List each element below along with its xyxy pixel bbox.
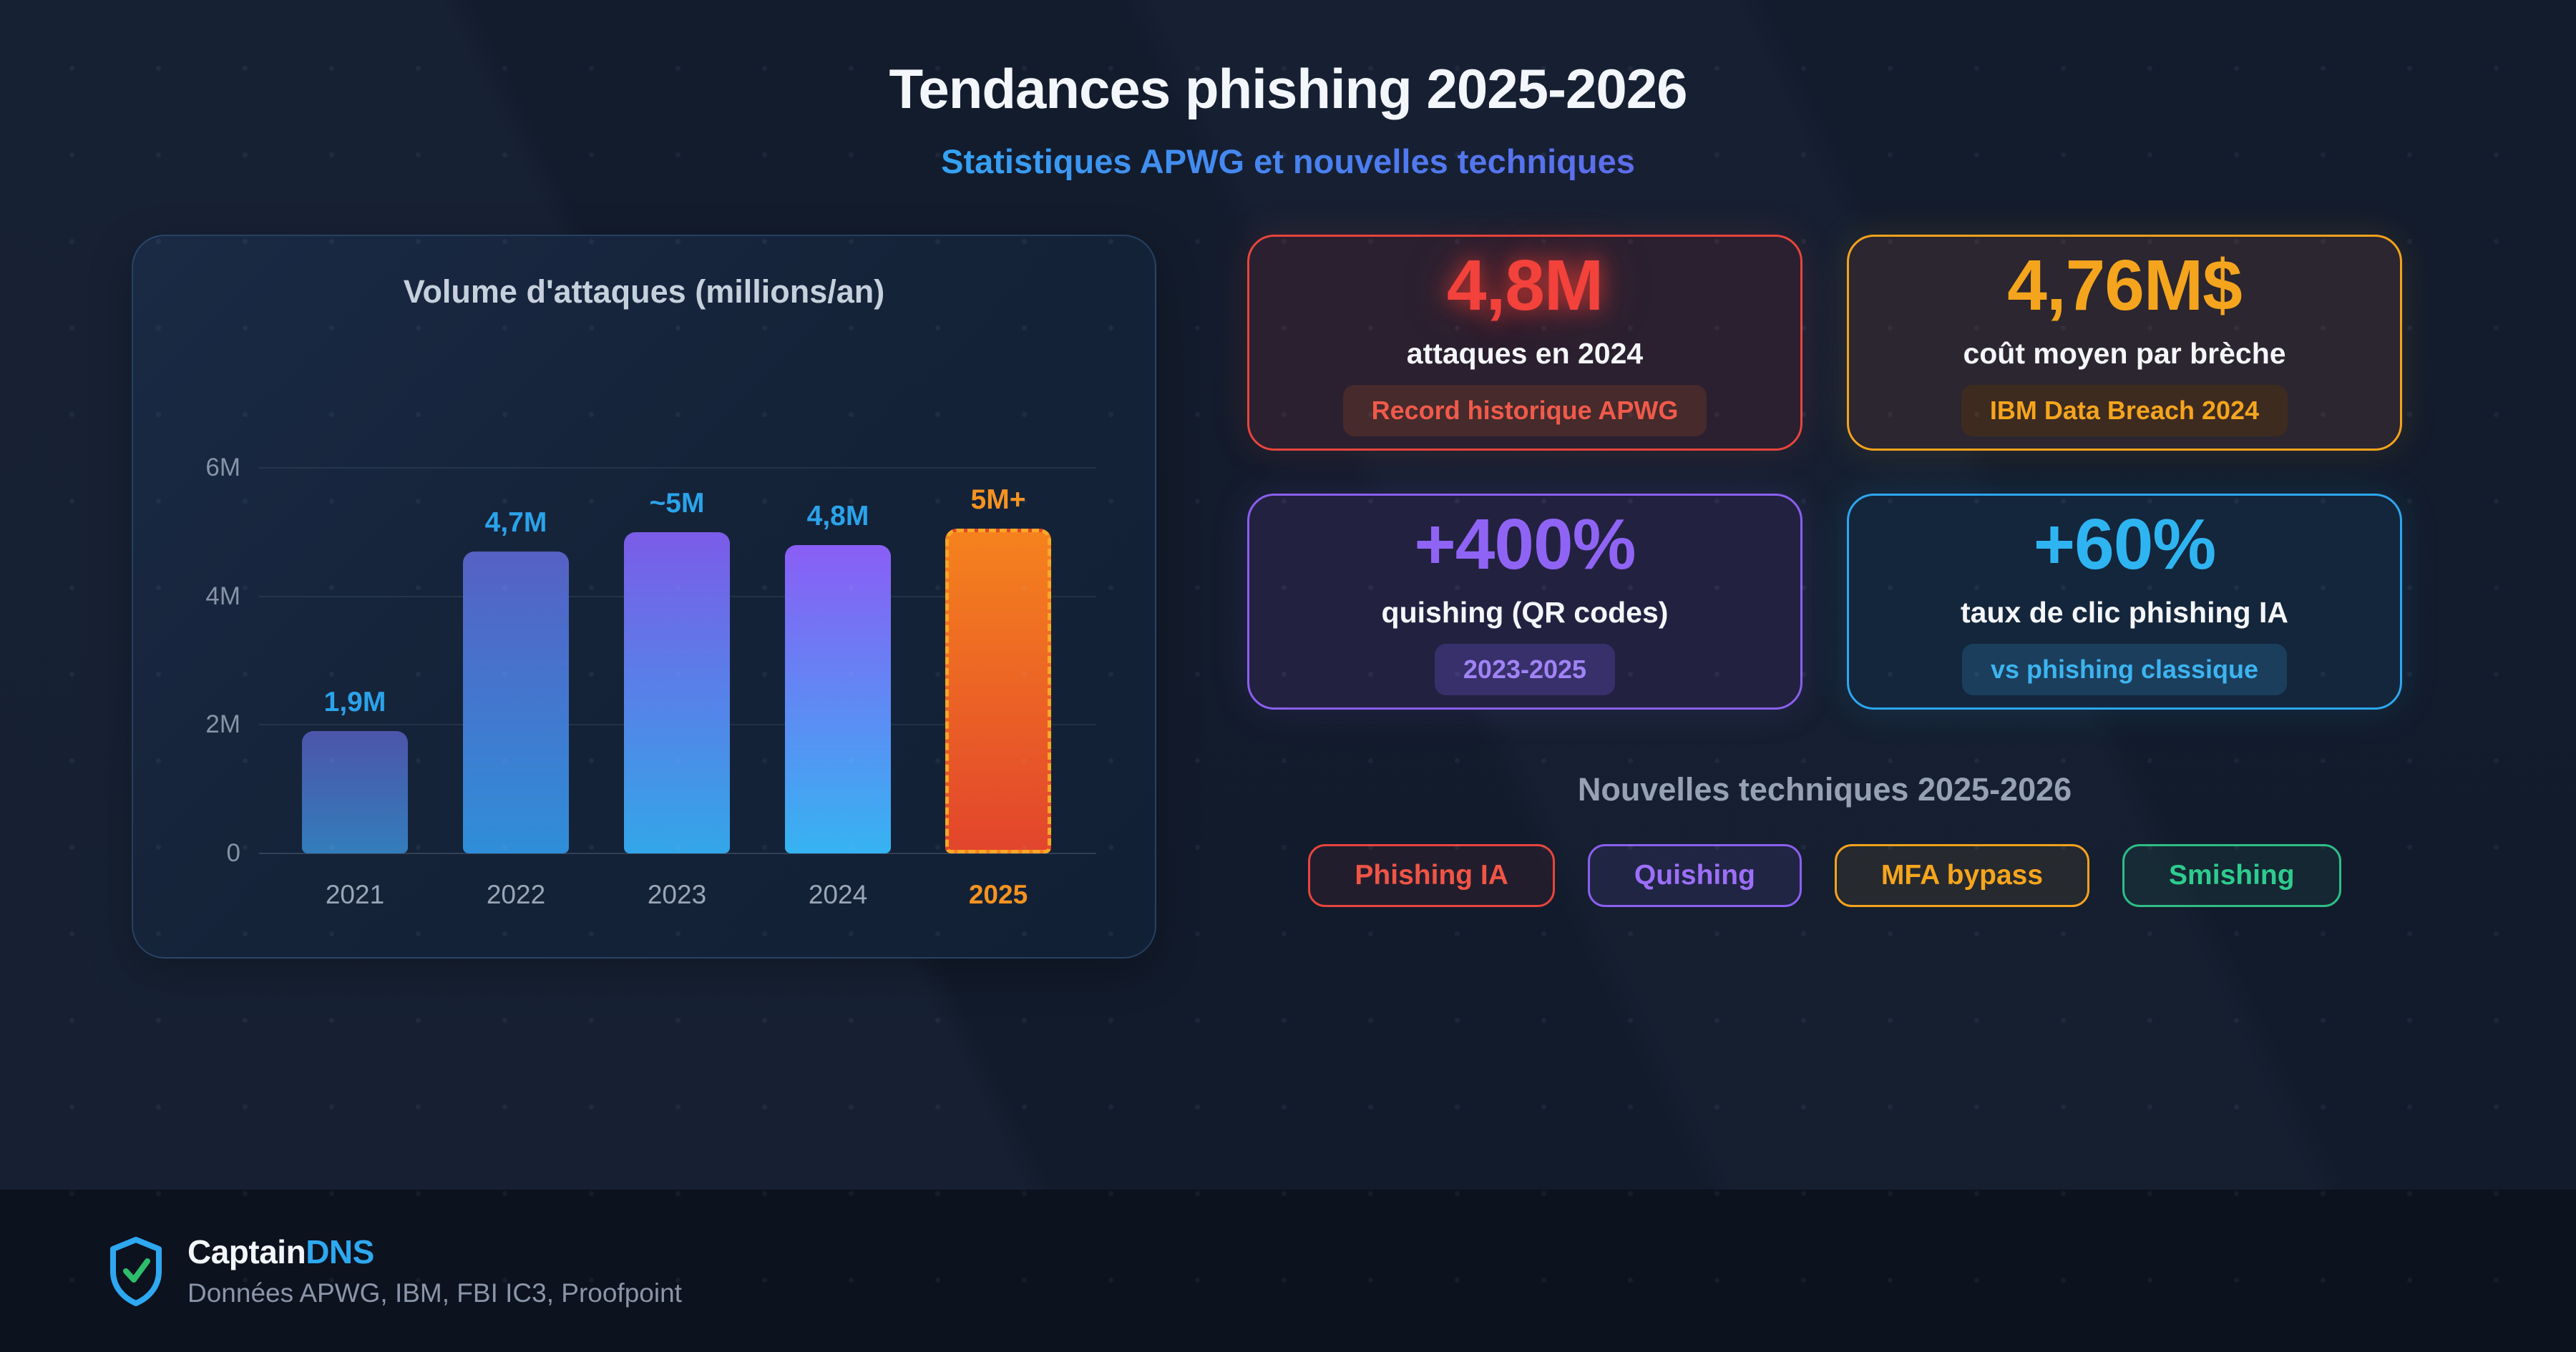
techniques-heading: Nouvelles techniques 2025-2026	[1577, 771, 2072, 808]
stat-value: 4,8M	[1446, 245, 1604, 325]
bar-slot-2025: 5M+	[945, 236, 1051, 853]
bar-2023	[624, 532, 730, 853]
page-subtitle: Statistiques APWG et nouvelles technique…	[941, 142, 1635, 180]
x-axis-tick-2023: 2023	[647, 880, 707, 909]
techniques-pill-row: Phishing IA Quishing MFA bypass Smishing	[1247, 844, 2402, 907]
footer-text: CaptainDNS Données APWG, IBM, FBI IC3, P…	[187, 1233, 682, 1309]
stat-badge: vs phishing classique	[1961, 644, 2288, 695]
shield-check-icon	[110, 1236, 162, 1306]
bar-slot-2024: 4,8M	[785, 236, 891, 853]
gridline-6M	[259, 467, 1096, 469]
bar-slot-2022: 4,7M	[463, 236, 569, 853]
bar-chart-plot: 0 2M 4M 6M 1,9M 2021 4,7M 2022 ~5M 2023 4,8M 2024 5M…	[133, 236, 1155, 957]
bar-value-label-2022: 4,7M	[484, 507, 547, 538]
stat-badge: 2023-2025	[1434, 644, 1616, 695]
y-axis-tick: 6M	[205, 454, 240, 481]
bar-2022	[463, 552, 569, 853]
x-axis-tick-2021: 2021	[325, 880, 385, 909]
brand-name: CaptainDNS	[187, 1233, 682, 1270]
x-axis-tick-2022: 2022	[486, 880, 546, 909]
bar-slot-2023: ~5M	[624, 236, 730, 853]
bar-value-label-2021: 1,9M	[323, 687, 386, 717]
stats-grid: 4,8M attaques en 2024 Record historique …	[1247, 235, 2402, 710]
pill-phishing-ia[interactable]: Phishing IA	[1308, 844, 1555, 907]
chart-title: Volume d'attaques (millions/an)	[403, 273, 885, 310]
bar-slot-2021: 1,9M	[302, 236, 408, 853]
page-header: Tendances phishing 2025-2026 Statistique…	[0, 56, 2576, 182]
gridline-0	[259, 853, 1096, 854]
stat-badge: Record historique APWG	[1342, 385, 1707, 436]
page-title: Tendances phishing 2025-2026	[889, 57, 1688, 120]
stat-card-attacks-2024: 4,8M attaques en 2024 Record historique …	[1247, 235, 1802, 451]
x-axis-tick-2025: 2025	[968, 880, 1028, 909]
stat-label: coût moyen par brèche	[1963, 337, 2286, 370]
bar-value-label-2023: ~5M	[649, 488, 705, 519]
bar-2025	[945, 529, 1051, 853]
stat-value: +400%	[1414, 504, 1636, 584]
stat-card-breach-cost: 4,76M$ coût moyen par brèche IBM Data Br…	[1847, 235, 2402, 451]
stat-value: +60%	[2033, 504, 2217, 584]
stat-badge: IBM Data Breach 2024	[1961, 385, 2288, 436]
bar-value-label-2024: 4,8M	[806, 501, 869, 532]
stat-label: quishing (QR codes)	[1381, 596, 1669, 629]
y-axis-tick: 4M	[205, 582, 240, 610]
brand-second-part: DNS	[306, 1233, 374, 1270]
attack-volume-chart-panel: Volume d'attaques (millions/an) 0 2M 4M 6M 1…	[132, 235, 1156, 959]
pill-quishing[interactable]: Quishing	[1587, 844, 1802, 907]
stat-label: taux de clic phishing IA	[1961, 596, 2288, 629]
data-sources-tagline: Données APWG, IBM, FBI IC3, Proofpoint	[187, 1278, 682, 1308]
footer: CaptainDNS Données APWG, IBM, FBI IC3, P…	[0, 1190, 2576, 1352]
stat-value: 4,76M$	[2007, 245, 2243, 325]
pill-mfa-bypass[interactable]: MFA bypass	[1834, 844, 2090, 907]
x-axis-tick-2024: 2024	[808, 880, 868, 909]
bar-value-label-2025: 5M+	[970, 484, 1026, 515]
bar-2021	[302, 731, 408, 853]
pill-smishing[interactable]: Smishing	[2122, 844, 2341, 907]
stat-label: attaques en 2024	[1406, 337, 1644, 370]
y-axis-tick: 2M	[205, 710, 240, 739]
y-axis-tick: 0	[226, 839, 240, 867]
bar-2024	[785, 545, 891, 853]
brand-first-part: Captain	[187, 1233, 306, 1270]
stat-card-quishing-growth: +400% quishing (QR codes) 2023-2025	[1247, 494, 1802, 710]
stat-card-ai-click-rate: +60% taux de clic phishing IA vs phishin…	[1847, 494, 2402, 710]
new-techniques-section: Nouvelles techniques 2025-2026 Phishing …	[1247, 771, 2402, 907]
